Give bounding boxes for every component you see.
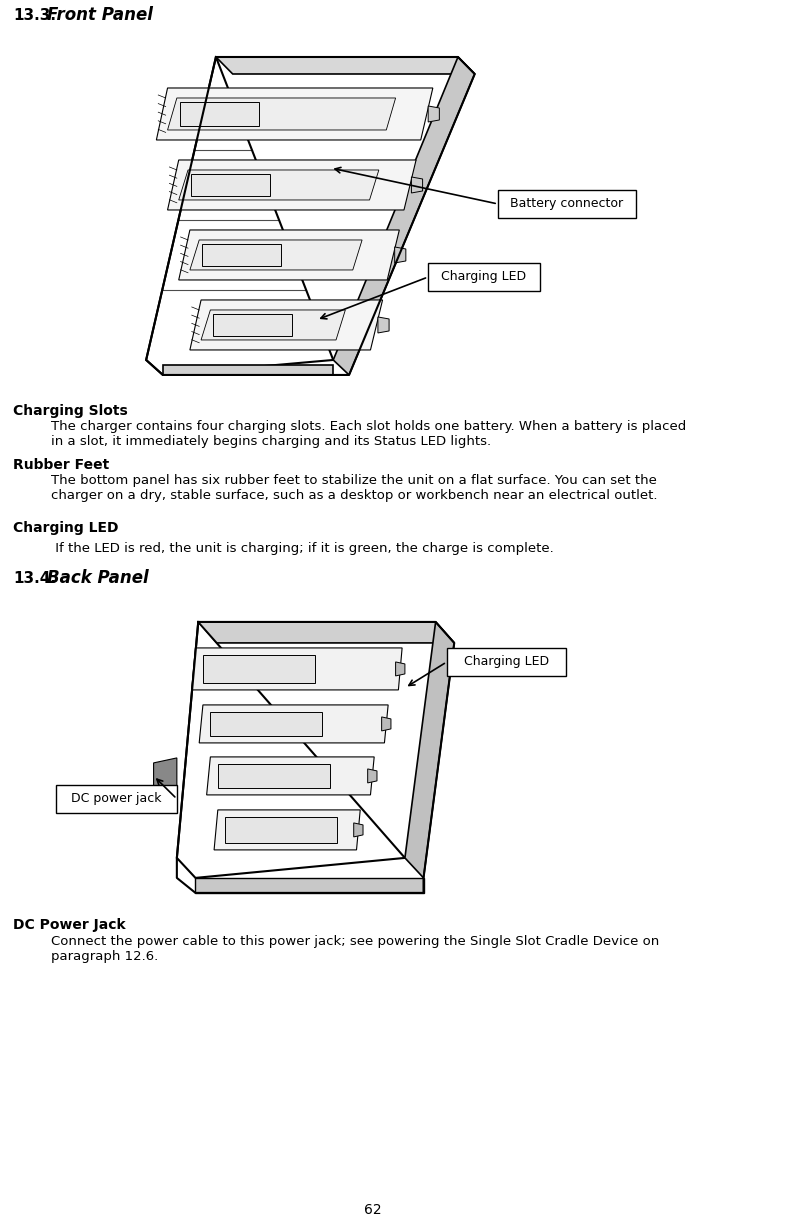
Polygon shape xyxy=(202,244,281,266)
Polygon shape xyxy=(395,662,404,676)
Polygon shape xyxy=(378,317,389,333)
Polygon shape xyxy=(191,173,269,197)
Polygon shape xyxy=(213,314,292,336)
Polygon shape xyxy=(195,878,423,893)
Polygon shape xyxy=(333,57,474,375)
Polygon shape xyxy=(153,758,176,795)
Text: 13.3.: 13.3. xyxy=(13,9,56,23)
Text: Front Panel: Front Panel xyxy=(47,6,152,24)
FancyBboxPatch shape xyxy=(497,190,635,219)
Polygon shape xyxy=(189,300,382,350)
Polygon shape xyxy=(367,769,376,783)
Polygon shape xyxy=(192,648,402,690)
Text: Back Panel: Back Panel xyxy=(47,569,148,587)
Polygon shape xyxy=(156,88,432,140)
Text: 62: 62 xyxy=(364,1203,382,1217)
Polygon shape xyxy=(203,654,314,683)
Text: DC power jack: DC power jack xyxy=(71,792,161,806)
Text: Rubber Feet: Rubber Feet xyxy=(13,458,109,473)
FancyBboxPatch shape xyxy=(427,263,539,291)
FancyBboxPatch shape xyxy=(56,785,176,813)
Text: The bottom panel has six rubber feet to stabilize the unit on a flat surface. Yo: The bottom panel has six rubber feet to … xyxy=(51,474,657,502)
Text: If the LED is red, the unit is charging; if it is green, the charge is complete.: If the LED is red, the unit is charging;… xyxy=(51,542,553,554)
Text: Charging LED: Charging LED xyxy=(464,656,549,668)
Text: The charger contains four charging slots. Each slot holds one battery. When a ba: The charger contains four charging slots… xyxy=(51,420,686,448)
Polygon shape xyxy=(198,621,454,643)
Polygon shape xyxy=(427,106,439,122)
Polygon shape xyxy=(353,823,363,836)
Polygon shape xyxy=(163,365,333,375)
Polygon shape xyxy=(225,817,337,842)
Text: Charging LED: Charging LED xyxy=(13,521,119,535)
Polygon shape xyxy=(394,247,405,263)
Polygon shape xyxy=(199,705,387,742)
Polygon shape xyxy=(411,177,422,193)
Polygon shape xyxy=(180,103,258,126)
Polygon shape xyxy=(206,757,374,795)
FancyBboxPatch shape xyxy=(446,648,565,676)
Polygon shape xyxy=(189,241,362,270)
Text: Charging LED: Charging LED xyxy=(441,271,526,283)
Polygon shape xyxy=(217,764,329,788)
Polygon shape xyxy=(168,98,395,129)
Text: 13.4.: 13.4. xyxy=(13,571,56,586)
Text: DC Power Jack: DC Power Jack xyxy=(13,918,125,932)
Polygon shape xyxy=(176,621,404,878)
Polygon shape xyxy=(381,717,391,731)
Text: Charging Slots: Charging Slots xyxy=(13,404,128,418)
Polygon shape xyxy=(216,57,474,74)
Text: Battery connector: Battery connector xyxy=(510,198,622,210)
Polygon shape xyxy=(210,712,322,736)
Polygon shape xyxy=(214,810,360,850)
Text: Connect the power cable to this power jack; see powering the Single Slot Cradle : Connect the power cable to this power ja… xyxy=(51,935,658,963)
Polygon shape xyxy=(404,621,454,878)
Polygon shape xyxy=(179,170,379,200)
Polygon shape xyxy=(146,57,333,375)
Polygon shape xyxy=(168,160,415,210)
Polygon shape xyxy=(200,310,345,339)
Polygon shape xyxy=(179,230,399,280)
